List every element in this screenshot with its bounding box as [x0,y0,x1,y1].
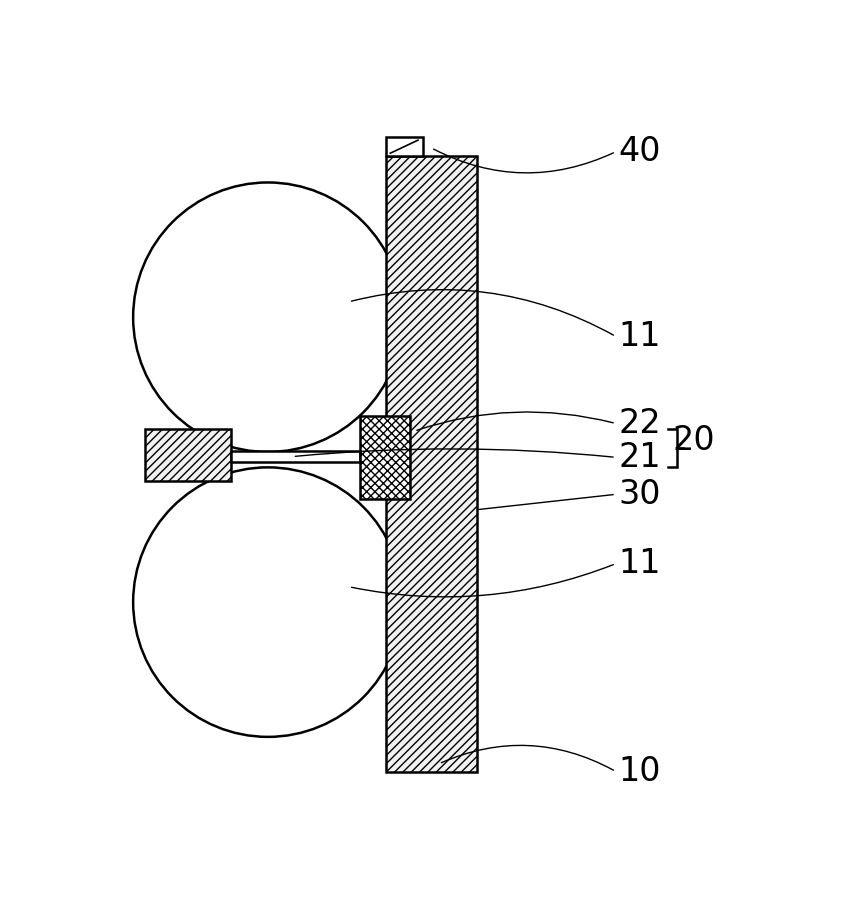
Text: 40: 40 [618,135,661,169]
Text: 22: 22 [618,407,661,440]
Text: 30: 30 [618,478,661,511]
Text: 11: 11 [618,548,661,580]
Text: 11: 11 [618,320,661,353]
Bar [386,156,476,772]
Bar [386,137,423,157]
Bar [231,451,360,462]
Bar [360,415,410,499]
Text: 10: 10 [618,755,661,788]
Text: 21: 21 [618,441,661,474]
Bar [145,429,231,481]
Text: 20: 20 [672,424,715,457]
